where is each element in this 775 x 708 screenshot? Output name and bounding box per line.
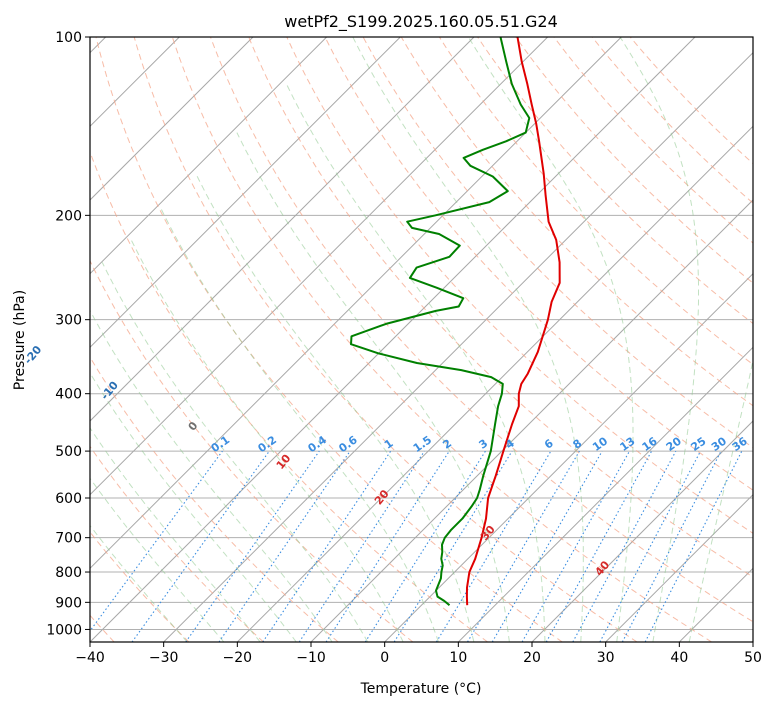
- moist-adiabat-line: [195, 173, 475, 642]
- dry-adiabat-line: [477, 37, 753, 325]
- moist-adiabat-line: [619, 37, 699, 642]
- y-tick-label: 800: [55, 565, 82, 581]
- x-tick-label: 20: [523, 650, 541, 666]
- moist-adiabat-line: [352, 37, 584, 642]
- x-tick-label: −40: [75, 650, 105, 666]
- y-tick-label: 900: [55, 595, 82, 611]
- isotherm-line: [163, 51, 753, 642]
- mixing-ratio-line: [521, 450, 630, 642]
- mixing-ratio-line: [435, 450, 552, 642]
- mixing-ratio-line: [185, 450, 320, 642]
- moist-adiabat-line: [285, 83, 546, 642]
- x-tick-label: 10: [449, 650, 467, 666]
- y-tick-label: 700: [55, 531, 82, 547]
- y-tick-label: 500: [55, 444, 82, 460]
- dry-adiabat-line: [248, 37, 753, 578]
- moist-adiabat-line: [90, 309, 333, 642]
- mixing-ratio-line: [218, 450, 351, 642]
- dry-adiabat-line: [400, 37, 753, 407]
- dry-adiabat-line: [362, 37, 753, 449]
- isotherm-line: [90, 37, 401, 349]
- isotherm-line: [90, 37, 549, 496]
- mixing-ratio-line: [491, 450, 603, 642]
- y-tick-label: 600: [55, 491, 82, 507]
- mixing-ratio-line: [467, 450, 580, 642]
- moist-adiabat-line: [90, 524, 188, 642]
- series-layer: [350, 37, 561, 606]
- plot-frame: [89, 36, 754, 643]
- isotherm-line: [236, 125, 753, 642]
- isotherm-line: [457, 346, 753, 642]
- y-tick-label: 400: [55, 387, 82, 403]
- x-tick-label: −10: [296, 650, 326, 666]
- chart-title: wetPf2_S199.2025.160.05.51.G24: [284, 12, 558, 32]
- x-tick-label: 50: [744, 650, 762, 666]
- mixing-ratio-line: [545, 450, 653, 642]
- mixing-ratio-line: [325, 450, 450, 642]
- isotherm-line: [605, 493, 753, 642]
- dry-adiabat-line: [171, 37, 712, 642]
- dry-adiabat-line: [591, 37, 753, 204]
- moist-adiabat-line: [90, 427, 261, 642]
- moist-adiabat-line: [130, 239, 404, 642]
- y-axis: 1000 900 800 700 600 500 400 300 200 100: [46, 30, 90, 638]
- y-tick-label: 300: [55, 313, 82, 329]
- mixing-ratio-line: [572, 450, 677, 642]
- reference-lines: [90, 37, 753, 642]
- x-tick-label: 40: [670, 650, 688, 666]
- dry-adiabat-line: [515, 37, 753, 284]
- dry-adiabat-line: [324, 37, 753, 491]
- moist-adiabat-line: [90, 371, 297, 642]
- y-tick-label: 200: [55, 208, 82, 224]
- x-axis: −40 −30 −20 −10 0 10 20 30 40 50: [75, 642, 762, 666]
- dry-adiabat-line: [210, 37, 753, 623]
- isotherm-line: [384, 272, 753, 642]
- dry-adiabat-line: [133, 37, 638, 642]
- temperature-line: [465, 37, 561, 606]
- y-axis-label: Pressure (hPa): [12, 290, 28, 390]
- y-tick-label: 100: [55, 30, 82, 46]
- x-axis-label: Temperature (°C): [360, 681, 482, 697]
- y-tick-label: 1000: [46, 622, 82, 638]
- moist-adiabat-line: [101, 262, 369, 642]
- x-tick-label: −20: [223, 650, 253, 666]
- moist-adiabat-line: [688, 358, 753, 642]
- dewpoint-line: [350, 37, 531, 606]
- x-tick-label: −30: [149, 650, 179, 666]
- x-tick-label: 0: [380, 650, 389, 666]
- isotherm-line: [90, 37, 475, 422]
- isotherm-line: [531, 420, 753, 642]
- isotherm-line: [90, 37, 622, 570]
- isotherm-line: [90, 37, 328, 275]
- x-tick-label: 30: [597, 650, 615, 666]
- grid-layer: [90, 37, 753, 642]
- moist-adiabat-line: [90, 477, 225, 642]
- mixing-ratio-line: [393, 450, 513, 642]
- isotherm-line: [90, 37, 254, 201]
- moist-adiabat-line: [236, 132, 510, 642]
- moist-adiabat-line: [160, 208, 439, 642]
- dry-adiabat-line: [629, 37, 753, 165]
- dry-adiabat-line: [90, 445, 264, 642]
- isotherm-line: [90, 37, 696, 642]
- mixing-ratio-line: [364, 450, 486, 642]
